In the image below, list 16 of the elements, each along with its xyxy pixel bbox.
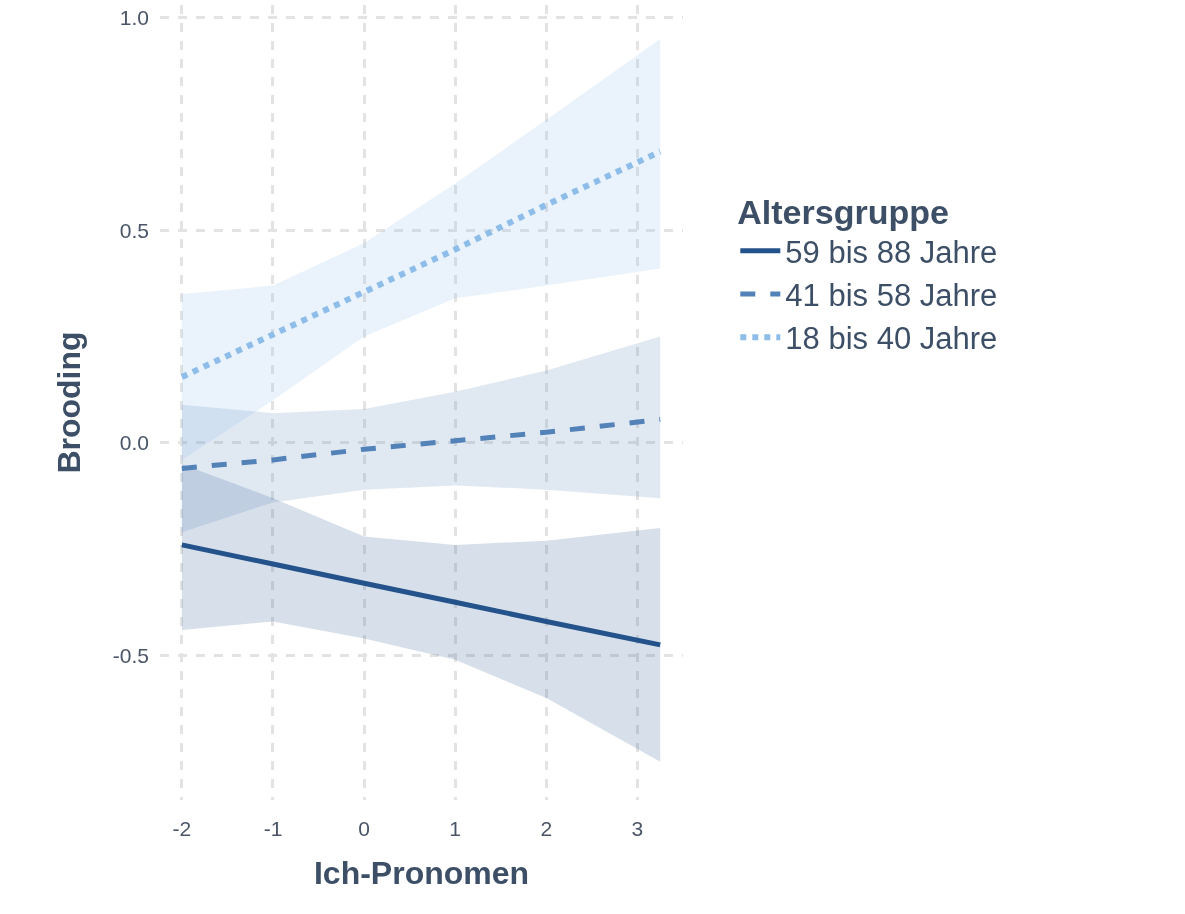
legend-label: 59 bis 88 Jahre bbox=[785, 234, 998, 270]
x-tick-label: 0 bbox=[358, 817, 370, 840]
y-tick-label: 0.5 bbox=[119, 218, 149, 242]
x-tick-label: -1 bbox=[263, 817, 283, 840]
y-tick-label: -0.5 bbox=[112, 643, 149, 667]
x-tick-label: 2 bbox=[540, 817, 553, 840]
legend-title: Altersgruppe bbox=[737, 193, 949, 232]
x-axis-title: Ich-Pronomen bbox=[313, 854, 530, 891]
y-axis-title: Brooding bbox=[51, 331, 88, 474]
x-tick-label: 3 bbox=[631, 817, 644, 840]
legend-label: 41 bis 58 Jahre bbox=[785, 278, 998, 314]
y-tick-label: 1.0 bbox=[119, 6, 149, 30]
x-tick-label: -2 bbox=[172, 817, 192, 840]
legend-label: 18 bis 40 Jahre bbox=[785, 321, 998, 357]
x-tick-label: 1 bbox=[449, 817, 462, 840]
y-tick-label: 0.0 bbox=[119, 431, 149, 455]
